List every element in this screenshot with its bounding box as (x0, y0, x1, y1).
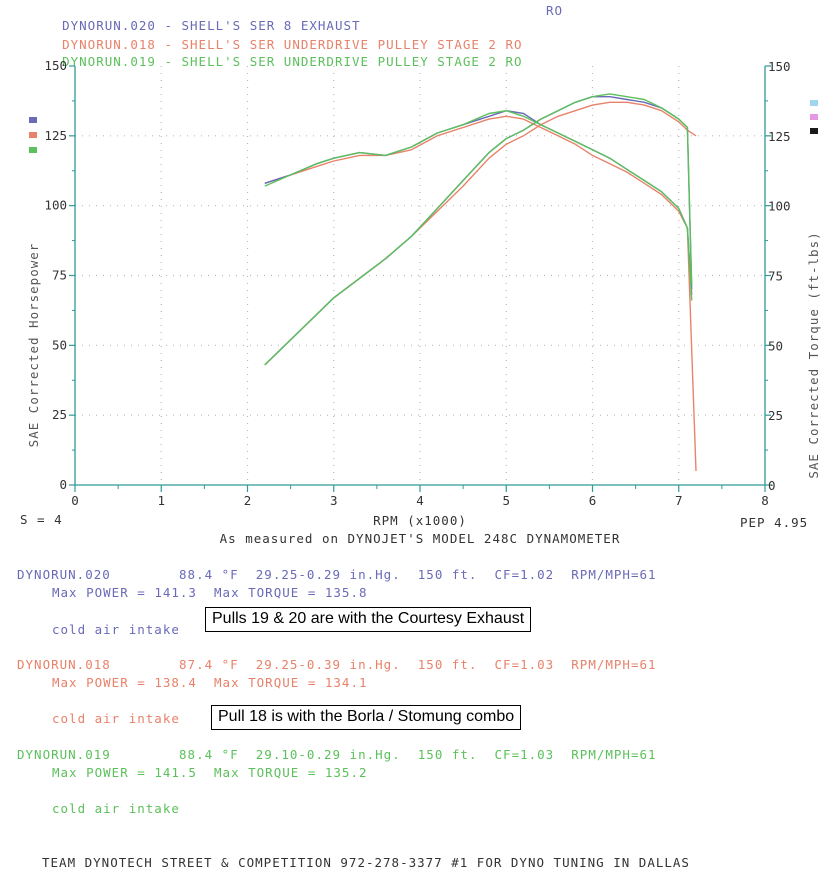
run-alt: 150 ft. (417, 747, 478, 762)
y-tick-label-right: 0 (768, 478, 776, 493)
y-tick-label-right: 125 (768, 129, 791, 144)
y-tick-label-right: 100 (768, 199, 791, 214)
max-torque-value: 134.1 (324, 675, 368, 690)
series-line-dynorun-019-horsepower (264, 93, 693, 366)
x-tick-label: 7 (675, 493, 683, 508)
max-power-value: 138.4 (154, 675, 197, 690)
x-tick-label: 6 (589, 493, 597, 508)
y-tick-label-left: 50 (52, 337, 67, 352)
run-name: DYNORUN.019 (17, 747, 111, 762)
pep-label: PEP 4.95 (740, 515, 808, 530)
y-axis-left-label: SAE Corrected Horsepower (26, 243, 41, 448)
x-tick-label: 3 (330, 493, 338, 508)
legend-run-desc: SHELL'S SER 8 EXHAUST (181, 18, 361, 33)
y-tick-label-right: 50 (768, 338, 783, 353)
run-summary-line: DYNORUN.019 88.4 °F 29.10-0.29 in.Hg. 15… (17, 747, 657, 762)
run-intake: cold air intake (52, 622, 180, 637)
chart-series (264, 93, 697, 472)
max-torque-value: 135.8 (324, 585, 368, 600)
s-label: S = 4 (20, 512, 63, 527)
run-temp: 88.4 °F (179, 747, 239, 762)
series-line-dynorun-020-torque (264, 110, 693, 296)
max-torque-value: 135.2 (324, 765, 368, 780)
annotation-callout-pulls-19-20: Pulls 19 & 20 are with the Courtesy Exha… (205, 607, 532, 632)
x-tick-label: 2 (244, 493, 252, 508)
max-power-value: 141.3 (154, 585, 197, 600)
legend-run-name: DYNORUN.020 (62, 18, 156, 33)
run-max-line: Max POWER = 141.5 Max TORQUE = 135.2 (52, 765, 368, 780)
x-tick-label: 1 (157, 493, 165, 508)
run-intake: cold air intake (52, 801, 180, 816)
y-tick-label-left: 75 (52, 268, 67, 283)
x-tick-label: 5 (502, 493, 510, 508)
run-baro: 29.25-0.29 in.Hg. (255, 567, 401, 582)
run-intake: cold air intake (52, 711, 180, 726)
run-name: DYNORUN.018 (17, 657, 111, 672)
y-tick-label-left: 150 (44, 58, 67, 73)
run-baro: 29.10-0.29 in.Hg. (255, 747, 401, 762)
y-tick-label-right: 150 (768, 59, 791, 74)
run-name: DYNORUN.020 (17, 567, 111, 582)
series-line-dynorun-018-torque (264, 115, 697, 472)
legend-line-run-018: DYNORUN.018 - SHELL'S SER UNDERDRIVE PUL… (62, 37, 523, 52)
legend-run-name: DYNORUN.018 (62, 37, 156, 52)
run-cf: CF=1.03 (494, 657, 555, 672)
run-ratio: RPM/MPH=61 (571, 747, 657, 762)
run-alt: 150 ft. (417, 657, 478, 672)
series-line-dynorun-020-horsepower (264, 96, 693, 366)
legend-swatch-right (810, 114, 818, 120)
y-tick-label-right: 75 (768, 269, 783, 284)
series-line-dynorun-018-horsepower (264, 101, 697, 366)
legend-run-desc: SHELL'S SER UNDERDRIVE PULLEY STAGE 2 (181, 37, 497, 52)
y-tick-label-right: 25 (768, 408, 783, 423)
legend-swatch-left (29, 117, 37, 123)
annotation-callout-pull-18: Pull 18 is with the Borla / Stomung comb… (211, 705, 522, 730)
x-axis-label: RPM (x1000) (373, 513, 467, 528)
run-max-line: Max POWER = 141.3 Max TORQUE = 135.8 (52, 585, 368, 600)
legend-run-tag: RO (505, 37, 523, 52)
run-max-line: Max POWER = 138.4 Max TORQUE = 134.1 (52, 675, 368, 690)
y-tick-label-left: 25 (52, 407, 67, 422)
max-power-value: 141.5 (154, 765, 197, 780)
series-line-dynorun-019-torque (264, 110, 693, 301)
run-cf: CF=1.03 (494, 747, 555, 762)
run-temp: 87.4 °F (179, 657, 239, 672)
run-baro: 29.25-0.39 in.Hg. (255, 657, 401, 672)
legend-swatch-left (29, 132, 37, 138)
legend-swatch-right (810, 128, 818, 134)
run-cf: CF=1.02 (494, 567, 555, 582)
y-tick-label-left: 0 (59, 477, 67, 492)
footer-text: TEAM DYNOTECH STREET & COMPETITION 972-2… (42, 855, 690, 870)
x-tick-label: 0 (71, 493, 79, 508)
x-tick-label: 8 (761, 493, 769, 508)
dynamometer-caption: As measured on DYNOJET'S MODEL 248C DYNA… (220, 531, 621, 546)
y-axis-right-label: SAE Corrected Torque (ft-lbs) (806, 231, 821, 478)
legend-line-run-019: DYNORUN.019 - SHELL'S SER UNDERDRIVE PUL… (62, 54, 523, 69)
run-summary-line: DYNORUN.018 87.4 °F 29.25-0.39 in.Hg. 15… (17, 657, 657, 672)
legend-swatches (29, 100, 818, 153)
run-alt: 150 ft. (417, 567, 478, 582)
run-temp: 88.4 °F (179, 567, 239, 582)
legend-swatch-left (29, 147, 37, 153)
run-ratio: RPM/MPH=61 (571, 657, 657, 672)
legend-run-desc: SHELL'S SER UNDERDRIVE PULLEY STAGE 2 (181, 54, 497, 69)
run-summary-line: DYNORUN.020 88.4 °F 29.25-0.29 in.Hg. 15… (17, 567, 657, 582)
run-ratio: RPM/MPH=61 (571, 567, 657, 582)
legend-tag-run-020: RO (546, 3, 564, 18)
chart-grid (75, 66, 765, 485)
legend-run-name: DYNORUN.019 (62, 54, 156, 69)
y-tick-label-left: 100 (44, 198, 67, 213)
legend-run-tag: RO (505, 54, 523, 69)
x-tick-label: 4 (416, 493, 424, 508)
y-tick-label-left: 125 (44, 128, 67, 143)
legend-line-run-020: DYNORUN.020 - SHELL'S SER 8 EXHAUST (62, 18, 361, 33)
legend-swatch-right (810, 100, 818, 106)
